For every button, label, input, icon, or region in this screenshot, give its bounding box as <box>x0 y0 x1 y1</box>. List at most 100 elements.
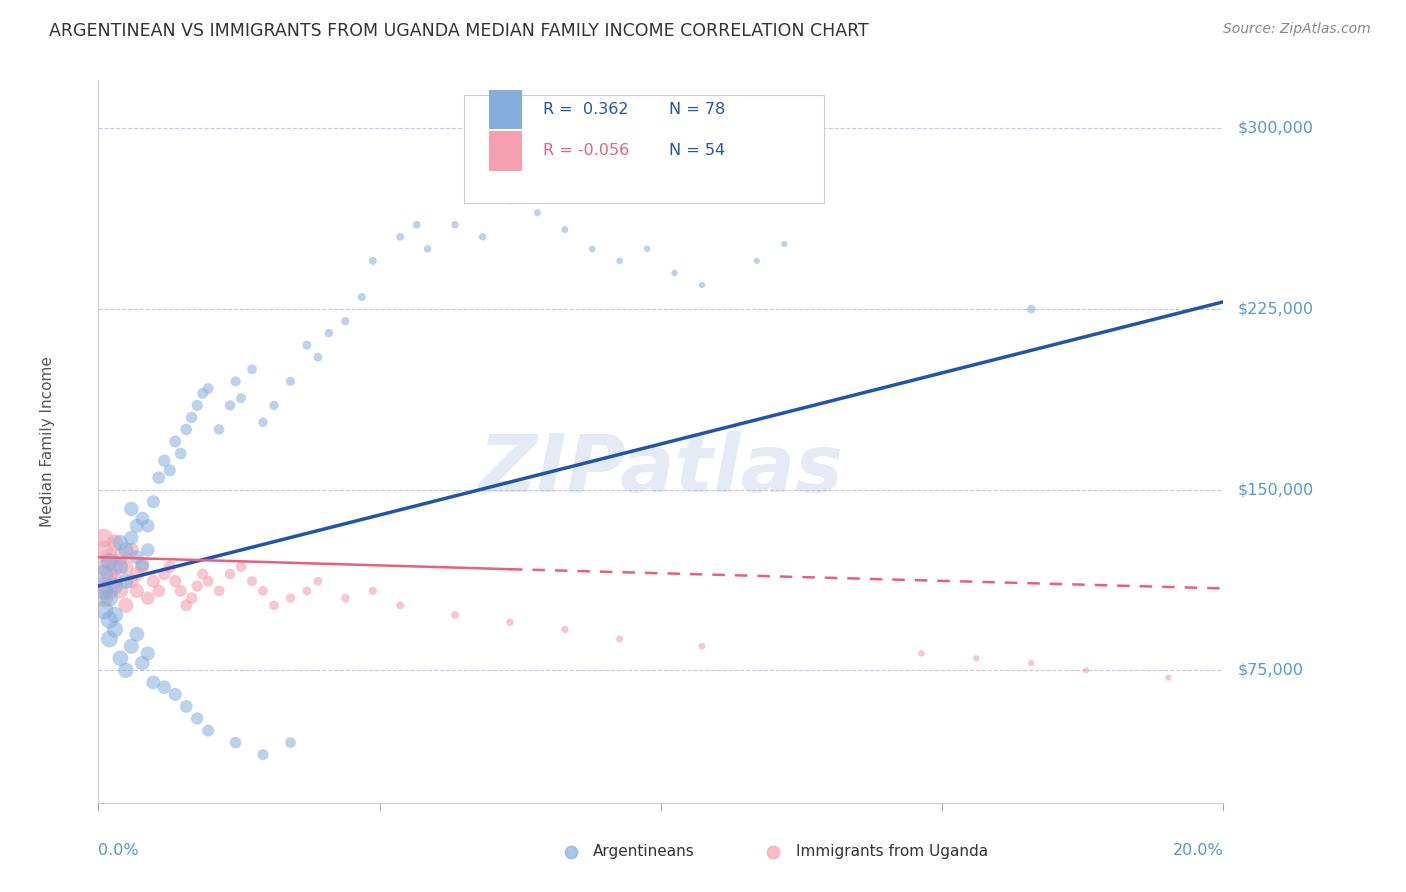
Point <box>690 278 713 293</box>
Text: 20.0%: 20.0% <box>1173 843 1223 857</box>
Point <box>120 531 142 545</box>
Point <box>153 680 176 694</box>
Point <box>240 362 263 376</box>
Point <box>225 735 247 749</box>
Point <box>131 511 153 525</box>
Point <box>350 290 373 304</box>
Point <box>125 550 148 565</box>
Point <box>98 550 121 565</box>
Point <box>1019 656 1042 670</box>
Text: R = -0.056: R = -0.056 <box>543 144 628 158</box>
Point <box>93 567 115 582</box>
Point <box>104 559 127 574</box>
Point <box>295 583 318 598</box>
Point <box>115 664 138 678</box>
Point <box>280 591 302 606</box>
Point <box>191 567 214 582</box>
Text: Immigrants from Uganda: Immigrants from Uganda <box>796 845 988 859</box>
Point <box>104 623 127 637</box>
Point <box>153 454 176 468</box>
Point <box>148 583 170 598</box>
Point <box>115 559 138 574</box>
Text: 0.0%: 0.0% <box>98 843 139 857</box>
Point <box>131 558 153 572</box>
Point <box>142 574 165 589</box>
Point <box>307 350 329 364</box>
Text: $150,000: $150,000 <box>1237 483 1315 497</box>
Point <box>98 591 121 606</box>
Point <box>125 567 148 582</box>
Point <box>197 382 219 396</box>
Text: $75,000: $75,000 <box>1237 663 1303 678</box>
Point <box>159 559 181 574</box>
Point <box>229 559 252 574</box>
Text: N = 78: N = 78 <box>669 102 725 117</box>
Point <box>110 651 132 665</box>
Point <box>110 559 132 574</box>
Point <box>186 398 208 412</box>
Point <box>159 463 181 477</box>
Point <box>554 623 576 637</box>
Point <box>526 206 548 220</box>
Point <box>219 567 242 582</box>
Text: ZIPatlas: ZIPatlas <box>478 432 844 509</box>
Point <box>120 639 142 653</box>
Point <box>636 242 658 256</box>
Point <box>120 574 142 589</box>
Point <box>142 494 165 508</box>
FancyBboxPatch shape <box>489 131 523 170</box>
Text: ARGENTINEAN VS IMMIGRANTS FROM UGANDA MEDIAN FAMILY INCOME CORRELATION CHART: ARGENTINEAN VS IMMIGRANTS FROM UGANDA ME… <box>49 22 869 40</box>
Point <box>910 647 932 661</box>
Point <box>405 218 427 232</box>
Point <box>115 542 138 557</box>
Point <box>125 519 148 533</box>
Point <box>263 599 285 613</box>
Point <box>125 627 148 641</box>
Text: Argentineans: Argentineans <box>593 845 695 859</box>
Point <box>186 579 208 593</box>
Point <box>98 583 121 598</box>
Point <box>280 735 302 749</box>
FancyBboxPatch shape <box>464 95 824 203</box>
Point <box>93 531 115 545</box>
Point <box>773 237 796 252</box>
Point <box>104 579 127 593</box>
Point <box>335 314 357 328</box>
Text: N = 54: N = 54 <box>669 144 725 158</box>
Point <box>120 542 142 557</box>
FancyBboxPatch shape <box>489 90 523 129</box>
Text: R =  0.362: R = 0.362 <box>543 102 628 117</box>
Point <box>110 583 132 598</box>
Point <box>745 253 768 268</box>
Text: $300,000: $300,000 <box>1237 121 1313 136</box>
Point <box>115 574 138 589</box>
Point <box>98 567 121 582</box>
Point <box>186 712 208 726</box>
Point <box>208 423 231 437</box>
Point <box>499 615 522 630</box>
Point <box>240 574 263 589</box>
Point <box>165 574 187 589</box>
Point <box>180 410 202 425</box>
Point <box>225 375 247 389</box>
Point <box>335 591 357 606</box>
Point <box>361 253 384 268</box>
Point <box>131 656 153 670</box>
Point <box>180 591 202 606</box>
Point <box>104 574 127 589</box>
Point <box>165 434 187 449</box>
Point <box>197 574 219 589</box>
Point <box>965 651 987 665</box>
Point <box>170 446 193 460</box>
Text: $225,000: $225,000 <box>1237 301 1315 317</box>
Point <box>174 699 197 714</box>
Point <box>444 607 467 622</box>
Point <box>1074 664 1097 678</box>
Point <box>295 338 318 352</box>
Point <box>165 687 187 701</box>
Point <box>252 583 274 598</box>
Point <box>471 230 494 244</box>
Point <box>110 535 132 549</box>
Point <box>197 723 219 738</box>
Point <box>208 583 231 598</box>
